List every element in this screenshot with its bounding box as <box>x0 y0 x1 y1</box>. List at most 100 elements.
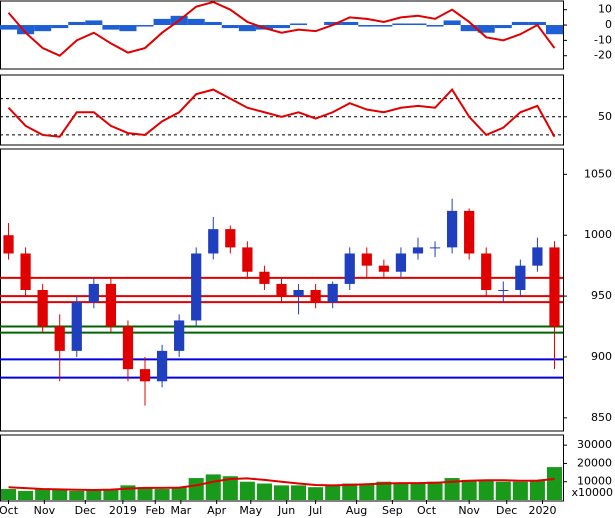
candle-body <box>429 247 441 249</box>
candle-body <box>37 290 48 327</box>
panel-frame <box>0 0 564 70</box>
histogram-bar <box>153 18 171 26</box>
candle-body <box>208 229 219 254</box>
x-tick-label: Dec <box>496 504 517 517</box>
x-tick-label: 2020 <box>529 504 557 517</box>
candle-body <box>361 253 372 266</box>
x-tick-label: Aug <box>346 504 367 517</box>
volume-bar <box>393 483 409 500</box>
candle-body <box>446 210 458 248</box>
y-tick-label: 950 <box>591 289 612 302</box>
candle-body <box>549 247 560 327</box>
histogram-bar <box>341 21 359 26</box>
y-tick-label: 900 <box>591 350 612 363</box>
candle-body <box>242 247 253 272</box>
candle-body <box>378 265 389 272</box>
candle-body <box>395 253 407 272</box>
histogram-bar <box>68 21 86 26</box>
y-tick-label: 50 <box>598 110 612 123</box>
histogram-bar <box>409 23 427 26</box>
volume-bar <box>18 490 34 500</box>
candle-body <box>191 253 202 321</box>
candle-body <box>71 302 82 351</box>
candle-body <box>532 247 543 266</box>
macd-line <box>7 0 556 57</box>
y-tick-label: 20000 <box>577 456 612 469</box>
histogram-bar <box>494 25 512 29</box>
histogram-bar <box>528 21 546 26</box>
volume-bar <box>325 485 341 500</box>
x-tick-label: May <box>239 504 262 517</box>
candle-body <box>412 247 424 254</box>
histogram-bar <box>102 25 120 30</box>
volume-bar <box>171 487 187 500</box>
y-tick-label: 1050 <box>584 167 612 180</box>
y-tick-label: 10000 <box>577 475 612 488</box>
histogram-bar <box>17 25 35 35</box>
histogram-bar <box>426 25 444 27</box>
volume-bar <box>308 487 324 500</box>
histogram-bar <box>324 21 342 26</box>
candle-body <box>344 253 355 284</box>
candle-body <box>515 265 526 290</box>
candle-body <box>259 271 270 284</box>
candle-body <box>225 229 236 248</box>
volume-bar <box>35 489 51 500</box>
histogram-bar <box>34 25 52 32</box>
histogram-bar <box>136 25 154 27</box>
y-tick-label: 1000 <box>584 228 612 241</box>
histogram-bar <box>443 20 461 26</box>
volume-bar <box>103 489 119 500</box>
histogram-bar <box>51 25 69 29</box>
volume-bar <box>222 476 238 500</box>
panel-frame <box>0 148 564 432</box>
y-tick-label: 30000 <box>577 438 612 451</box>
histogram-bar <box>375 25 393 27</box>
candle-body <box>122 326 134 370</box>
volume-bar <box>1 489 17 500</box>
candle-body <box>498 290 509 291</box>
y-tick-label: 850 <box>591 411 612 424</box>
candle-body <box>464 210 475 254</box>
volume-bar <box>512 481 528 500</box>
candle-body <box>174 320 185 351</box>
panel-frame <box>0 74 564 146</box>
candle-body <box>481 253 492 290</box>
volume-bar <box>529 479 545 500</box>
volume-bar <box>69 490 85 500</box>
candle-body <box>156 350 168 382</box>
histogram-bar <box>511 21 529 26</box>
x-tick-label: Jul <box>308 504 322 517</box>
volume-bar <box>188 478 204 500</box>
histogram-bar <box>392 23 410 26</box>
volume-bar <box>444 478 460 500</box>
volume-bar <box>239 481 255 500</box>
x-tick-label: Oct <box>417 504 437 517</box>
volume-bar <box>478 479 494 500</box>
histogram-bar <box>358 25 376 27</box>
unit-annotation: x10000 <box>571 486 613 499</box>
histogram-bar <box>85 20 103 26</box>
candle-body <box>20 253 31 290</box>
y-tick-label: 0 <box>605 18 612 31</box>
candle-body <box>105 283 117 327</box>
histogram-bar <box>187 18 205 26</box>
x-tick-label: Apr <box>207 504 227 517</box>
x-tick-label: Oct <box>0 504 19 517</box>
x-tick-label: Sep <box>382 504 403 517</box>
volume-bar <box>546 467 562 500</box>
volume-ma <box>8 477 555 491</box>
histogram-bar <box>460 25 478 32</box>
candle-body <box>276 283 287 297</box>
volume-bar <box>205 474 221 500</box>
x-tick-label: Nov <box>458 504 480 517</box>
histogram-bar <box>290 23 308 26</box>
y-tick-label: 10 <box>598 3 612 16</box>
volume-bar <box>359 483 375 500</box>
candle-body <box>3 235 14 254</box>
candle-body <box>88 283 99 303</box>
volume-bar <box>137 487 153 500</box>
rsi-line <box>7 87 556 138</box>
volume-bar <box>86 489 102 500</box>
volume-bar <box>461 479 477 500</box>
